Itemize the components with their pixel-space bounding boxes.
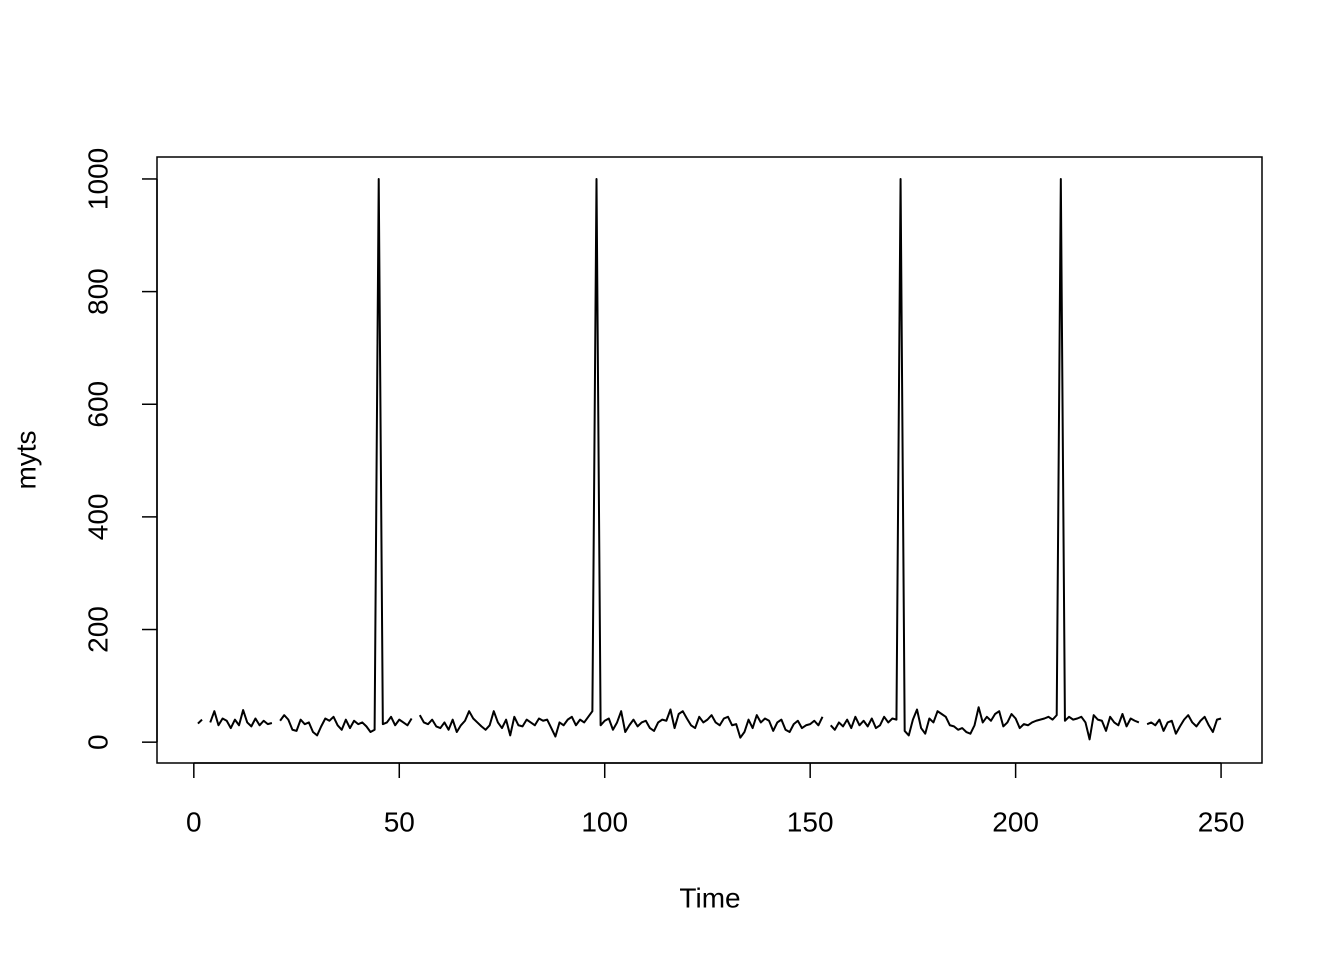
x-axis-label: Time <box>679 882 740 913</box>
x-tick-label: 200 <box>992 806 1039 837</box>
x-tick-label: 250 <box>1198 806 1245 837</box>
y-axis-label: myts <box>10 430 41 489</box>
x-tick-label: 100 <box>581 806 628 837</box>
x-tick-label: 50 <box>384 806 415 837</box>
plot-box <box>156 156 1263 764</box>
y-tick-label: 400 <box>82 494 113 541</box>
y-tick-label: 0 <box>82 734 113 750</box>
y-tick-label: 600 <box>82 381 113 428</box>
data-line <box>197 177 1222 741</box>
x-tick-label: 150 <box>787 806 834 837</box>
y-tick-label: 200 <box>82 606 113 653</box>
y-tick-label: 1000 <box>82 148 113 210</box>
y-tick-label: 800 <box>82 268 113 315</box>
x-tick-label: 0 <box>186 806 202 837</box>
